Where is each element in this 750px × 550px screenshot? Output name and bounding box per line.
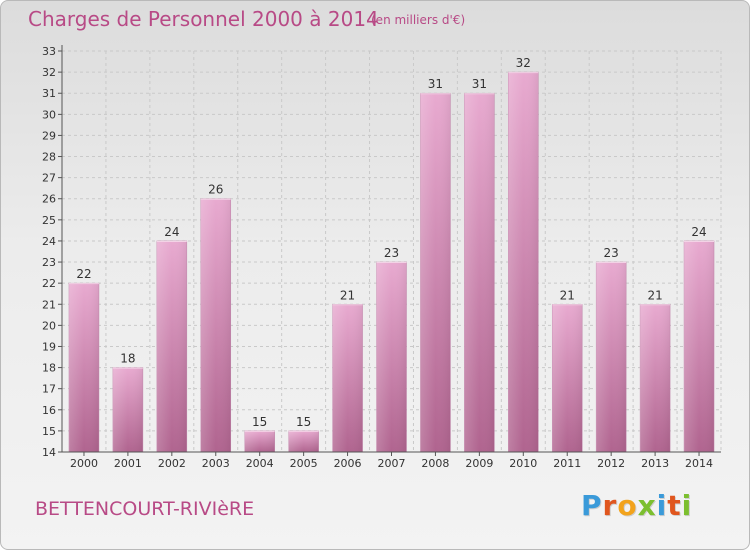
x-tick-label: 2006: [334, 457, 362, 470]
bar-2006: [332, 304, 363, 453]
bar-2013: [639, 304, 671, 453]
bar-sheen: [376, 262, 407, 452]
data-label: 31: [428, 77, 443, 91]
data-label: 24: [164, 225, 179, 239]
bar-2007: [376, 261, 407, 453]
data-label: 23: [384, 246, 399, 260]
logo-letter: x: [637, 489, 657, 522]
x-tick-label: 2005: [290, 457, 318, 470]
logo-letter: r: [602, 489, 618, 522]
bar-2009: [464, 92, 495, 453]
bar-sheen: [684, 240, 715, 452]
y-tick-label: 29: [42, 129, 56, 142]
x-tick-label: 2012: [597, 457, 625, 470]
data-label: 21: [647, 288, 662, 302]
bar-sheen: [464, 93, 495, 453]
logo-letter: t: [667, 489, 682, 522]
x-tick-label: 2007: [378, 457, 406, 470]
logo-letter: i: [656, 489, 668, 522]
y-tick-label: 15: [42, 425, 56, 438]
bar-2008: [420, 92, 451, 453]
bar-2001: [112, 367, 144, 453]
x-tick-label: 2000: [70, 457, 98, 470]
bar-sheen: [288, 430, 319, 452]
bar-2004: [244, 430, 275, 453]
bar-sheen: [68, 283, 99, 452]
y-tick-label: 21: [42, 298, 56, 311]
bar-sheen: [244, 430, 275, 452]
y-tick-label: 17: [42, 383, 56, 396]
y-tick-label: 23: [42, 256, 56, 269]
data-label: 15: [296, 415, 311, 429]
y-tick-label: 32: [42, 66, 56, 79]
y-tick-label: 22: [42, 277, 56, 290]
data-label: 15: [252, 415, 267, 429]
data-label: 22: [76, 267, 91, 281]
bar-sheen: [332, 304, 363, 452]
y-tick-label: 19: [42, 340, 56, 353]
bar-sheen: [112, 367, 143, 452]
data-label: 21: [340, 288, 355, 302]
y-tick-label: 31: [42, 87, 56, 100]
data-label: 23: [604, 246, 619, 260]
data-label: 26: [208, 183, 223, 197]
y-tick-label: 16: [42, 404, 56, 417]
chart-title: Charges de Personnel 2000 à 2014: [28, 7, 379, 31]
y-tick-label: 18: [42, 362, 56, 375]
bar-2014: [683, 240, 715, 453]
bar-sheen: [200, 198, 231, 452]
logo-letter: o: [617, 489, 638, 522]
bar-sheen: [420, 93, 451, 453]
data-label: 18: [120, 352, 135, 366]
x-tick-label: 2003: [202, 457, 230, 470]
y-tick-label: 33: [42, 45, 56, 58]
x-tick-label: 2011: [553, 457, 581, 470]
bar-sheen: [640, 304, 671, 452]
proxiti-logo: Proxiti: [581, 489, 692, 522]
bar-sheen: [552, 304, 583, 452]
logo-letter: P: [581, 489, 603, 522]
logo-letter: i: [681, 489, 693, 522]
bar-2010: [508, 71, 539, 453]
x-tick-label: 2004: [246, 457, 274, 470]
x-tick-label: 2008: [421, 457, 449, 470]
bar-sheen: [508, 72, 539, 453]
x-tick-label: 2009: [465, 457, 493, 470]
y-tick-label: 24: [42, 235, 56, 248]
x-tick-label: 2010: [509, 457, 537, 470]
y-tick-label: 20: [42, 319, 56, 332]
y-tick-label: 25: [42, 214, 56, 227]
bar-2012: [595, 261, 627, 453]
x-tick-label: 2001: [114, 457, 142, 470]
x-tick-label: 2002: [158, 457, 186, 470]
bar-2003: [200, 198, 232, 453]
bar-sheen: [156, 240, 187, 452]
x-tick-label: 2014: [685, 457, 713, 470]
y-tick-label: 30: [42, 108, 56, 121]
y-tick-label: 14: [42, 446, 56, 459]
bar-2000: [68, 282, 100, 453]
data-label: 24: [691, 225, 706, 239]
y-tick-label: 28: [42, 151, 56, 164]
y-tick-label: 27: [42, 172, 56, 185]
x-tick-label: 2013: [641, 457, 669, 470]
bar-2011: [551, 304, 583, 453]
chart-subtitle: (en milliers d'€): [371, 13, 466, 27]
bar-2005: [288, 430, 319, 453]
bar-2002: [156, 240, 188, 453]
data-label: 32: [516, 56, 531, 70]
data-label: 21: [560, 288, 575, 302]
data-label: 31: [472, 77, 487, 91]
bar-sheen: [596, 262, 627, 452]
y-tick-label: 26: [42, 193, 56, 206]
location-label: BETTENCOURT-RIVIèRE: [35, 498, 255, 520]
